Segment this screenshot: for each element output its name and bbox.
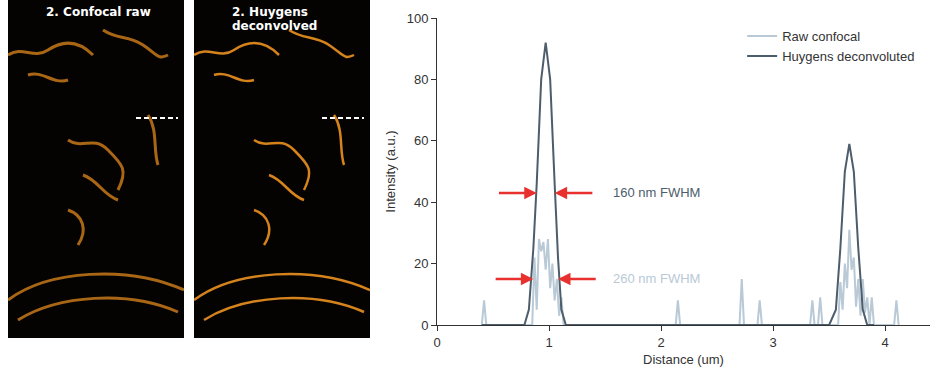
svg-text:20: 20 [414,256,428,271]
html-text:2. Huygens deconvolved: 2. Huygens deconvolved [232,5,318,33]
html-text:2. Confocal raw: 2. Confocal raw [46,5,151,19]
svg-text:1: 1 [545,335,552,350]
svg-text:Huygens deconvoluted: Huygens deconvoluted [782,49,914,64]
svg-text:Distance (um): Distance (um) [643,352,724,367]
svg-text:Raw confocal: Raw confocal [782,29,860,44]
svg-text:2: 2 [657,335,664,350]
svg-text:Intensity (a.u.): Intensity (a.u.) [383,130,398,212]
svg-text:0: 0 [421,318,428,333]
svg-text:40: 40 [414,195,428,210]
svg-text:3: 3 [770,335,777,350]
svg-text:260 nm FWHM: 260 nm FWHM [613,271,700,286]
svg-text:60: 60 [414,133,428,148]
svg-text:80: 80 [414,72,428,87]
svg-text:160 nm FWHM: 160 nm FWHM [613,185,700,200]
svg-text:4: 4 [882,335,889,350]
svg-text:0: 0 [433,335,440,350]
svg-text:100: 100 [407,11,429,26]
